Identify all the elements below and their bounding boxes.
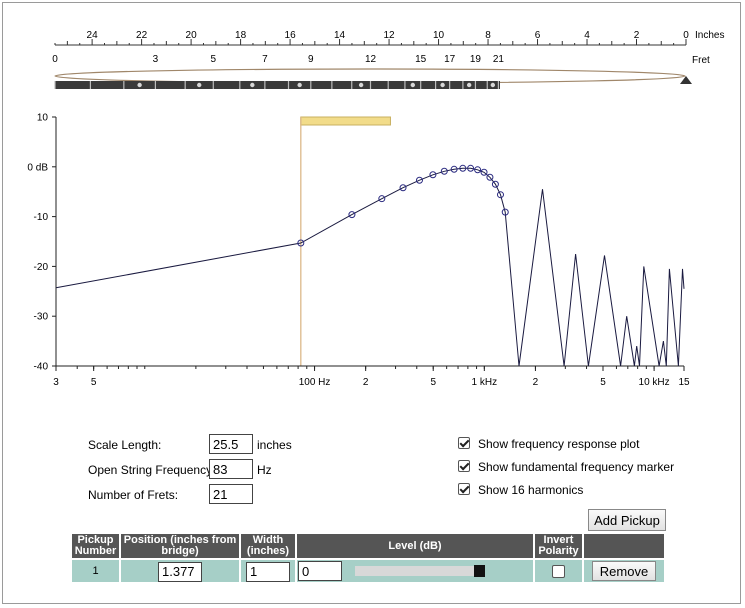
fret-inlay-dot xyxy=(358,82,364,88)
table-row: 1 Remove xyxy=(72,560,664,582)
show-response-checkbox[interactable] xyxy=(458,437,470,449)
fret-number-label: 9 xyxy=(308,54,314,65)
inch-tick-label: 20 xyxy=(186,30,198,41)
inch-tick-label: 2 xyxy=(634,30,640,41)
fret-number-label: 15 xyxy=(415,54,427,65)
invert-cell xyxy=(535,560,582,582)
fret-inlay-dot xyxy=(490,82,496,88)
fret-inlay-dot xyxy=(197,82,202,88)
fret-number-label: 3 xyxy=(153,54,159,65)
fretboard xyxy=(55,81,500,89)
open-frequency-unit: Hz xyxy=(257,463,272,477)
level-slider-thumb[interactable] xyxy=(474,565,485,577)
position-cell xyxy=(121,560,239,582)
pickup-table-header: Pickup Number Position (inches from brid… xyxy=(72,534,664,558)
fret-inlay-dot xyxy=(466,82,472,88)
fret-number-label: 5 xyxy=(211,54,217,65)
inch-tick-label: 0 xyxy=(683,30,689,41)
string-outline xyxy=(54,68,686,84)
open-frequency-label: Open String Frequency: xyxy=(88,463,216,477)
fret-number-label: 7 xyxy=(262,54,268,65)
show-fundamental-checkbox[interactable] xyxy=(458,460,470,472)
inch-tick-label: 6 xyxy=(535,30,541,41)
inch-tick-label: 14 xyxy=(334,30,346,41)
show-harmonics-label: Show 16 harmonics xyxy=(478,483,584,497)
width-cell xyxy=(241,560,295,582)
fret-label: Fret xyxy=(692,55,710,66)
scale-length-unit: inches xyxy=(257,438,292,452)
fret-number-label: 17 xyxy=(444,54,456,65)
fret-inlay-dot xyxy=(137,82,142,88)
show-harmonics-checkbox[interactable] xyxy=(458,483,470,495)
fret-inlay-dot xyxy=(440,82,445,88)
bridge-end-icon[interactable] xyxy=(680,76,692,84)
position-input[interactable] xyxy=(158,561,202,582)
col-position: Position (inches from bridge) xyxy=(121,534,239,558)
show-response-label: Show frequency response plot xyxy=(478,437,640,451)
fret-inlay-dot xyxy=(410,82,416,88)
col-level: Level (dB) xyxy=(297,534,533,558)
inch-tick-label: 4 xyxy=(584,30,590,41)
pickup-number: 1 xyxy=(72,560,119,582)
inch-tick-label: 8 xyxy=(485,30,491,41)
col-width: Width (inches) xyxy=(241,534,295,558)
level-input[interactable] xyxy=(298,561,342,581)
fret-number-label: 0 xyxy=(52,54,58,65)
inch-tick-label: 10 xyxy=(433,30,445,41)
level-slider-track[interactable] xyxy=(355,565,485,577)
number-of-frets-label: Number of Frets: xyxy=(88,488,179,502)
level-cell xyxy=(297,560,533,582)
add-pickup-button[interactable]: Add Pickup xyxy=(588,509,666,531)
fret-number-label: 12 xyxy=(365,54,377,65)
inches-label: Inches xyxy=(695,30,724,41)
remove-pickup-button[interactable]: Remove xyxy=(592,561,656,581)
col-actions xyxy=(584,534,664,558)
inch-tick-label: 24 xyxy=(87,30,99,41)
width-input[interactable] xyxy=(246,561,290,582)
open-frequency-input[interactable] xyxy=(209,459,253,479)
number-of-frets-input[interactable] xyxy=(209,484,253,504)
fret-number-label: 21 xyxy=(493,54,505,65)
inch-tick-label: 12 xyxy=(383,30,395,41)
pickup-table: Pickup Number Position (inches from brid… xyxy=(70,532,666,584)
fret-inlay-dot xyxy=(250,82,255,88)
inch-tick-label: 16 xyxy=(285,30,297,41)
fret-inlay-dot xyxy=(297,82,302,88)
scale-length-input[interactable] xyxy=(209,434,253,454)
inch-tick-label: 18 xyxy=(235,30,247,41)
inch-tick-label: 22 xyxy=(136,30,148,41)
actions-cell: Remove xyxy=(584,560,664,582)
invert-polarity-checkbox[interactable] xyxy=(552,565,565,578)
scale-length-label: Scale Length: xyxy=(88,438,162,452)
col-invert: Invert Polarity xyxy=(535,534,582,558)
col-pickup-number: Pickup Number xyxy=(72,534,119,558)
show-fundamental-label: Show fundamental frequency marker xyxy=(478,460,675,474)
fret-number-label: 19 xyxy=(470,54,482,65)
